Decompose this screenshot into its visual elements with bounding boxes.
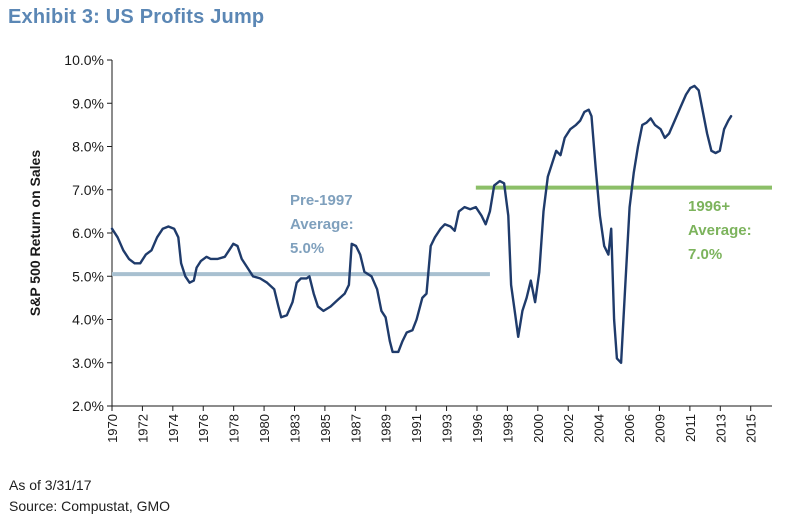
- y-tick-label: 3.0%: [72, 355, 104, 371]
- x-tick-label: 1991: [409, 414, 424, 443]
- chart-title: Exhibit 3: US Profits Jump: [8, 6, 265, 28]
- x-tick-label: 1993: [440, 414, 455, 443]
- y-tick-label: 10.0%: [64, 52, 104, 68]
- line-chart: 2.0% 3.0% 4.0% 5.0% 6.0% 7.0% 8.0% 9.0% 10.0% 19…: [27, 52, 772, 443]
- y-tick-label: 5.0%: [72, 268, 104, 284]
- x-tick-label: 2002: [561, 414, 576, 443]
- y-tick-label: 9.0%: [72, 95, 104, 111]
- y-tick-label: 4.0%: [72, 312, 104, 328]
- x-tick-label: 2004: [592, 414, 607, 443]
- y-tick-label: 2.0%: [72, 398, 104, 414]
- x-tick-label: 1983: [287, 414, 302, 443]
- x-tick-label: 1976: [196, 414, 211, 443]
- x-tick-label: 1989: [379, 414, 394, 443]
- x-tick-label: 1987: [348, 414, 363, 443]
- y-tick-label: 7.0%: [72, 182, 104, 198]
- x-tick-label: 2015: [744, 414, 759, 443]
- source-note: Source: Compustat, GMO: [9, 498, 171, 514]
- average-label-pre: 5.0%: [290, 240, 324, 257]
- x-tick-label: 1998: [500, 414, 515, 443]
- average-label-pre: Average:: [290, 216, 354, 233]
- x-tick-label: 1996: [470, 414, 485, 443]
- y-tick-label: 6.0%: [72, 225, 104, 241]
- x-axis-ticks: 1970 1972 1974 1976 1978 1980 1983 1985 1987 1989…: [105, 406, 759, 443]
- average-label-post: 1996+: [688, 198, 730, 215]
- x-tick-label: 1980: [257, 414, 272, 443]
- x-tick-label: 1985: [318, 414, 333, 443]
- y-axis-label: S&P 500 Return on Sales: [27, 150, 43, 316]
- average-label-post: Average:: [688, 222, 752, 239]
- x-tick-label: 2000: [531, 414, 546, 443]
- y-axis-ticks: 2.0% 3.0% 4.0% 5.0% 6.0% 7.0% 8.0% 9.0% 10.0%: [64, 52, 112, 414]
- x-tick-label: 1978: [227, 414, 242, 443]
- average-lines: Pre-1997 Average: 5.0% 1996+ Average: 7.0%: [112, 185, 772, 277]
- series-line: [110, 84, 733, 364]
- x-tick-label: 1974: [166, 414, 181, 443]
- x-tick-label: 2006: [622, 414, 637, 443]
- series-group: [110, 84, 733, 364]
- x-tick-label: 1970: [105, 414, 120, 443]
- x-tick-label: 2013: [713, 414, 728, 443]
- average-label-post: 7.0%: [688, 246, 722, 263]
- x-tick-label: 1972: [135, 414, 150, 443]
- as-of-note: As of 3/31/17: [9, 477, 92, 493]
- average-label-pre: Pre-1997: [290, 192, 353, 209]
- y-tick-label: 8.0%: [72, 139, 104, 155]
- x-tick-label: 2011: [683, 414, 698, 442]
- x-tick-label: 2009: [652, 414, 667, 443]
